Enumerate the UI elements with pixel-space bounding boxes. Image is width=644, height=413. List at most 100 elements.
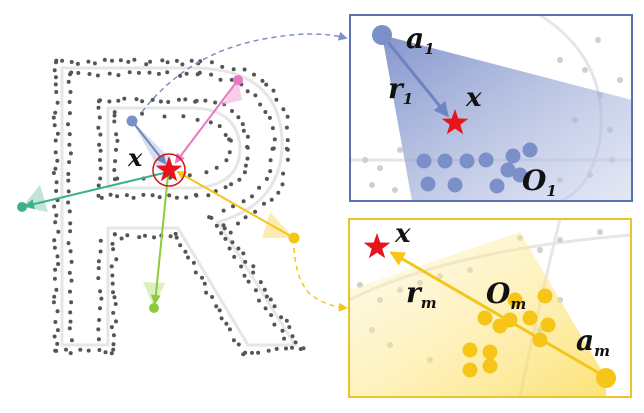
sample-point-icon bbox=[236, 115, 241, 120]
sample-point-icon bbox=[54, 287, 59, 292]
green-anchor-point-icon bbox=[17, 202, 27, 212]
sample-point-icon bbox=[232, 254, 237, 259]
sample-point-icon bbox=[98, 249, 103, 254]
top-inset-anchor-label: a1 bbox=[406, 22, 435, 58]
background-point-icon bbox=[557, 237, 563, 243]
sample-point-icon bbox=[111, 342, 116, 347]
sample-point-icon bbox=[114, 319, 118, 324]
sample-point-icon bbox=[86, 348, 91, 353]
sample-point-icon bbox=[69, 278, 74, 283]
obstacle-point-icon bbox=[459, 153, 475, 169]
sample-point-icon bbox=[115, 176, 120, 181]
obstacle-point-icon bbox=[462, 362, 478, 378]
sample-point-icon bbox=[96, 337, 101, 342]
sample-point-icon bbox=[241, 251, 246, 256]
sample-point-icon bbox=[68, 229, 73, 234]
sample-point-icon bbox=[114, 132, 119, 137]
obstacle-point-icon bbox=[447, 177, 463, 193]
sample-point-icon bbox=[284, 146, 289, 151]
sample-point-icon bbox=[54, 180, 59, 185]
sample-point-icon bbox=[112, 168, 117, 172]
sample-point-icon bbox=[53, 138, 58, 143]
sample-point-icon bbox=[204, 290, 209, 295]
bottom-inset-ray bbox=[389, 251, 605, 378]
sample-point-icon bbox=[87, 72, 92, 76]
sample-point-icon bbox=[229, 77, 234, 82]
sample-point-icon bbox=[223, 236, 228, 241]
sample-point-icon bbox=[96, 259, 101, 264]
sample-point-icon bbox=[162, 114, 167, 119]
sample-point-icon bbox=[56, 229, 61, 234]
sample-point-icon bbox=[231, 338, 236, 343]
sample-point-icon bbox=[52, 245, 57, 250]
sample-point-icon bbox=[280, 182, 285, 187]
sample-point-icon bbox=[86, 59, 91, 64]
sample-point-icon bbox=[194, 193, 199, 198]
sample-point-icon bbox=[56, 262, 61, 266]
sample-point-icon bbox=[258, 102, 263, 107]
sample-point-icon bbox=[152, 235, 156, 240]
sample-point-icon bbox=[67, 326, 72, 331]
sample-point-icon bbox=[262, 201, 266, 206]
yellow-anchor-point-icon bbox=[288, 232, 300, 244]
sample-point-icon bbox=[209, 60, 214, 65]
sample-point-icon bbox=[284, 318, 289, 323]
sample-point-icon bbox=[144, 62, 149, 67]
sample-point-icon bbox=[158, 99, 163, 104]
sample-point-icon bbox=[202, 281, 207, 286]
sample-point-icon bbox=[110, 241, 115, 246]
sample-point-icon bbox=[113, 302, 118, 306]
sample-point-icon bbox=[227, 137, 232, 142]
sample-point-icon bbox=[55, 328, 60, 333]
sample-point-icon bbox=[193, 99, 198, 104]
sample-point-icon bbox=[137, 235, 142, 240]
sample-point-icon bbox=[287, 325, 292, 330]
sample-point-icon bbox=[147, 70, 152, 75]
sample-point-icon bbox=[242, 67, 247, 72]
top-inset-ray-label: r1 bbox=[388, 72, 413, 108]
sample-point-icon bbox=[136, 70, 141, 75]
sample-point-icon bbox=[250, 350, 254, 355]
sample-point-icon bbox=[264, 294, 269, 299]
sample-point-icon bbox=[237, 177, 242, 182]
sample-point-icon bbox=[231, 67, 236, 72]
sample-point-icon bbox=[271, 88, 276, 93]
sample-point-icon bbox=[260, 78, 265, 83]
sample-point-icon bbox=[111, 310, 116, 315]
sample-point-icon bbox=[264, 176, 269, 181]
sample-point-icon bbox=[54, 58, 59, 63]
sample-point-icon bbox=[150, 193, 155, 198]
sample-point-icon bbox=[111, 290, 115, 295]
sample-point-icon bbox=[257, 185, 262, 190]
sample-point-icon bbox=[284, 125, 289, 130]
sample-point-icon bbox=[229, 182, 234, 187]
sample-point-icon bbox=[165, 60, 170, 65]
background-point-icon bbox=[362, 157, 368, 163]
sample-point-icon bbox=[122, 96, 127, 101]
sample-point-icon bbox=[126, 59, 131, 64]
sample-point-icon bbox=[168, 234, 173, 239]
sample-point-icon bbox=[69, 259, 74, 264]
sample-point-icon bbox=[132, 57, 137, 62]
connector-top bbox=[141, 31, 348, 113]
bottom-inset-obstacle-label: Om bbox=[486, 277, 526, 313]
obstacle-point-icon bbox=[505, 148, 521, 164]
pink-fan bbox=[222, 80, 242, 105]
sample-point-icon bbox=[95, 73, 100, 78]
green-ray bbox=[24, 171, 169, 209]
background-point-icon bbox=[617, 77, 623, 83]
yellow-ray bbox=[176, 171, 295, 239]
sample-point-icon bbox=[109, 264, 114, 269]
sample-point-icon bbox=[140, 111, 144, 116]
sample-point-icon bbox=[217, 308, 222, 313]
obstacle-point-icon bbox=[512, 167, 528, 183]
sample-point-icon bbox=[68, 90, 73, 94]
sample-point-icon bbox=[109, 351, 114, 356]
sample-point-icon bbox=[54, 213, 59, 218]
sample-point-icon bbox=[68, 310, 73, 315]
sample-point-icon bbox=[51, 171, 56, 175]
sample-point-icon bbox=[55, 254, 60, 259]
sample-point-icon bbox=[266, 348, 271, 353]
top-inset-star-icon bbox=[441, 109, 469, 135]
sample-point-icon bbox=[96, 105, 101, 110]
